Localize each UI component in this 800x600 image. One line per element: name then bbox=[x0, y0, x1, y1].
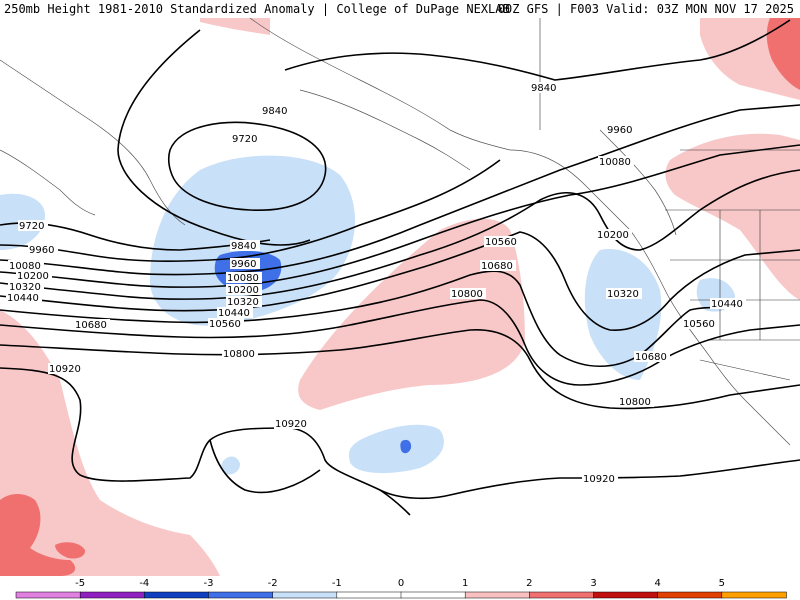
contour-label-10920: 10920 bbox=[49, 364, 81, 375]
colorbar-swatch bbox=[336, 591, 402, 599]
contour-label-10680-mid: 10680 bbox=[481, 261, 513, 272]
colorbar-swatch bbox=[464, 591, 531, 599]
colorbar-tick-label: -2 bbox=[268, 578, 278, 589]
colorbar-swatch bbox=[79, 591, 146, 599]
colorbar-swatch bbox=[400, 591, 466, 599]
contour-label-10080: 10080 bbox=[9, 261, 41, 272]
colorbar-swatch bbox=[593, 591, 659, 599]
strong-positive-anomaly-shading bbox=[0, 18, 800, 576]
colorbar-tick-label: 3 bbox=[590, 578, 596, 589]
coastlines bbox=[0, 18, 791, 446]
contour-label-10560: 10560 bbox=[209, 319, 241, 330]
map-title: 250mb Height 1981-2010 Standardized Anom… bbox=[4, 2, 510, 16]
contour-label-9960-east: 9960 bbox=[607, 125, 632, 136]
contour-label-10920-mid: 10920 bbox=[275, 419, 307, 430]
colorbar-tick-label: -3 bbox=[204, 578, 214, 589]
colorbar-tick-labels: -5 -4 -3 -2 -1 0 1 2 3 4 5 bbox=[75, 578, 725, 589]
contour-label-10560-mid: 10560 bbox=[485, 237, 517, 248]
contour-label-9960-low: 9960 bbox=[231, 259, 256, 270]
colorbar-swatch bbox=[15, 591, 81, 599]
contour-label-10200-east: 10200 bbox=[597, 230, 629, 241]
anomaly-colorbar: -5 -4 -3 -2 -1 0 1 2 3 4 5 bbox=[15, 578, 787, 599]
colorbar-tick-label: -4 bbox=[139, 578, 149, 589]
colorbar-swatch bbox=[657, 591, 723, 599]
colorbar-swatch bbox=[272, 591, 338, 599]
contour-label-9960: 9960 bbox=[29, 245, 54, 256]
contour-label-9840-north: 9840 bbox=[531, 83, 556, 94]
colorbar-tick-label: -1 bbox=[332, 578, 342, 589]
contour-label-10320-east: 10320 bbox=[607, 289, 639, 300]
colorbar-swatches bbox=[15, 591, 787, 599]
positive-anomaly-shading bbox=[0, 18, 800, 576]
contour-label-9840: 9840 bbox=[262, 106, 287, 117]
contour-label-10200-low: 10200 bbox=[227, 285, 259, 296]
colorbar-tick-label: 5 bbox=[719, 578, 725, 589]
contour-label-10680: 10680 bbox=[75, 320, 107, 331]
contour-label-10680-east: 10680 bbox=[635, 352, 667, 363]
model-run-info: 00Z GFS | F003 Valid: 03Z MON NOV 17 202… bbox=[497, 2, 794, 16]
contour-label-10440-east: 10440 bbox=[711, 299, 743, 310]
colorbar-tick-label: 0 bbox=[398, 578, 404, 589]
contour-label-9840-low: 9840 bbox=[231, 241, 256, 252]
contour-label-10440: 10440 bbox=[7, 293, 39, 304]
contour-label-10560-east: 10560 bbox=[683, 319, 715, 330]
colorbar-swatch bbox=[144, 591, 210, 599]
colorbar-tick-label: 4 bbox=[654, 578, 660, 589]
contour-label-10800-mid: 10800 bbox=[451, 289, 483, 300]
colorbar-swatch bbox=[529, 591, 595, 599]
height-anomaly-map: 9720 9840 9960 10080 10200 10320 10440 1… bbox=[0, 18, 800, 576]
colorbar-tick-label: 1 bbox=[462, 578, 468, 589]
contour-label-10080-low: 10080 bbox=[227, 273, 259, 284]
contour-label-10800: 10800 bbox=[223, 349, 255, 360]
contour-label-9720-west: 9720 bbox=[19, 221, 44, 232]
contour-label-10080-east: 10080 bbox=[599, 157, 631, 168]
contour-label-10200: 10200 bbox=[17, 271, 49, 282]
contour-label-10320-low: 10320 bbox=[227, 297, 259, 308]
contour-label-10320: 10320 bbox=[9, 282, 41, 293]
contour-label-10920-east: 10920 bbox=[583, 474, 615, 485]
contour-labels: 9720 9840 9960 10080 10200 10320 10440 1… bbox=[6, 82, 746, 485]
colorbar-tick-label: 2 bbox=[526, 578, 532, 589]
contour-label-9720: 9720 bbox=[232, 134, 257, 145]
contour-label-10800-east: 10800 bbox=[619, 397, 651, 408]
colorbar-swatch bbox=[208, 591, 274, 599]
contour-label-10440-low: 10440 bbox=[218, 308, 250, 319]
colorbar-swatch bbox=[721, 591, 787, 599]
colorbar-tick-label: -5 bbox=[75, 578, 85, 589]
